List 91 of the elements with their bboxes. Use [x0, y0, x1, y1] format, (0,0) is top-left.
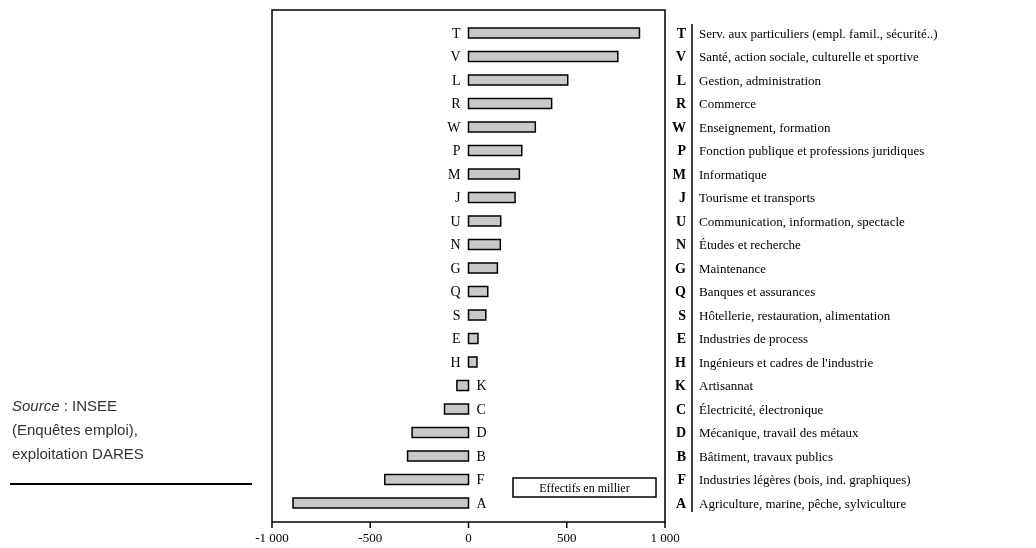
- category-label: Q: [450, 284, 461, 300]
- text: Banques et assurances: [699, 284, 816, 300]
- y-tick-label: P: [677, 143, 687, 159]
- x-tick-label: 1 000: [650, 530, 680, 545]
- category-label: H: [450, 354, 461, 370]
- y-tick-label: D: [675, 425, 686, 441]
- bar: [292, 497, 470, 509]
- bar: [443, 403, 470, 415]
- text: Mécanique, travail des métaux: [699, 425, 860, 441]
- text: Maintenance: [699, 260, 767, 276]
- text: Bâtiment, travaux publics: [699, 448, 833, 464]
- bar: [384, 473, 470, 486]
- category-label: L: [451, 72, 461, 88]
- x-tick-label: -1 000: [255, 530, 289, 545]
- x-tick-label: 500: [557, 530, 577, 545]
- text: Électricité, électronique: [699, 401, 824, 417]
- y-tick-label: C: [675, 401, 686, 417]
- y-tick-label: T: [676, 25, 687, 41]
- y-tick-label: J: [679, 190, 686, 206]
- text: Ingénieurs et cadres de l'industrie: [699, 354, 874, 370]
- bar: [467, 50, 619, 63]
- y-tick-label: U: [675, 213, 686, 229]
- text: Fonction publique et professions juridiques: [699, 143, 925, 159]
- bar: [467, 74, 569, 86]
- y-tick-label: B: [676, 448, 686, 464]
- y-tick-label: G: [675, 260, 687, 276]
- y-tick-label: A: [675, 495, 687, 511]
- y-tick-label: R: [675, 96, 687, 112]
- text: Agriculture, marine, pêche, sylviculture: [699, 495, 907, 511]
- text: Hôtellerie, restauration, alimentation: [699, 307, 891, 323]
- text: Serv. aux particuliers (empl. famil., sécurité..): [699, 25, 938, 41]
- category-label: J: [455, 190, 461, 206]
- category-label: V: [450, 49, 461, 65]
- category-label: P: [452, 143, 461, 159]
- y-tick-label: S: [678, 307, 687, 323]
- category-label: E: [451, 331, 461, 347]
- text: Artisannat: [699, 378, 754, 394]
- y-tick-label: E: [676, 331, 686, 347]
- bar: [411, 426, 470, 439]
- text: Informatique: [699, 166, 768, 182]
- category-label: U: [450, 213, 461, 229]
- category-label: T: [451, 25, 461, 41]
- text: Études et recherche: [699, 237, 801, 253]
- bar: [467, 27, 641, 39]
- bar: [467, 191, 516, 204]
- bar: [467, 262, 499, 274]
- text: Industries de process: [699, 331, 809, 347]
- source-note: Source : INSEE (Enquêtes emploi), exploitation DARES: [12, 397, 144, 462]
- text: Tourisme et transports: [699, 190, 816, 206]
- text: Enseignement, formation: [699, 119, 831, 135]
- text: Santé, action sociale, culturelle et sportive: [699, 49, 920, 65]
- bar: [467, 285, 489, 298]
- bar: [467, 168, 521, 180]
- y-tick-label: W: [672, 119, 686, 135]
- bar: [467, 97, 553, 110]
- category-label: N: [450, 237, 461, 253]
- category-label: D: [476, 425, 487, 441]
- category-label: R: [451, 96, 461, 112]
- bar: [467, 215, 502, 227]
- bar: [467, 332, 479, 345]
- bar: [467, 238, 502, 251]
- text: Communication, information, spectacle: [699, 213, 906, 229]
- x-tick-label: -500: [358, 530, 383, 545]
- y-tick-label: M: [672, 166, 686, 182]
- x-tick-label: 0: [465, 530, 472, 545]
- bar: [406, 450, 470, 462]
- category-label: W: [447, 119, 461, 135]
- y-tick-label: Q: [675, 284, 687, 300]
- bar: [467, 121, 537, 133]
- category-label: F: [476, 472, 485, 488]
- y-tick-label: H: [675, 354, 687, 370]
- y-tick-label: L: [676, 72, 686, 88]
- bar: [456, 379, 470, 392]
- text: Commerce: [699, 96, 757, 112]
- annotation: Effectifs en millier: [539, 480, 630, 495]
- category-label: B: [476, 448, 486, 464]
- y-tick-label: V: [675, 49, 686, 65]
- category-label: G: [450, 260, 461, 276]
- category-label: A: [476, 495, 487, 511]
- bar: [467, 144, 523, 157]
- y-tick-label: K: [675, 378, 687, 394]
- y-tick-label: N: [675, 237, 686, 253]
- text: Industries légères (bois, ind. graphiques): [699, 472, 911, 488]
- text: Gestion, administration: [699, 72, 822, 88]
- category-label: C: [476, 401, 486, 417]
- category-label: S: [452, 307, 461, 323]
- y-tick-label: F: [677, 472, 686, 488]
- category-label: K: [476, 378, 487, 394]
- bar: [467, 356, 478, 368]
- bar: [467, 309, 487, 321]
- category-label: M: [448, 166, 461, 182]
